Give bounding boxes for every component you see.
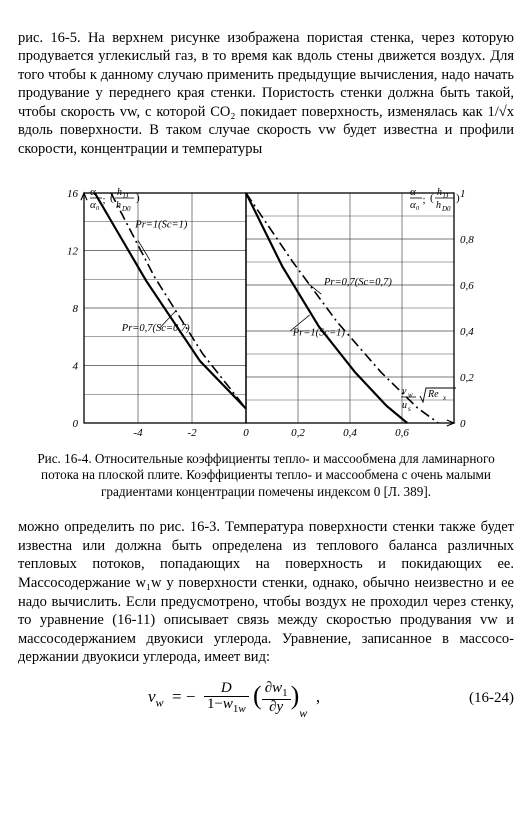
- svg-text:α₀: α₀: [410, 199, 420, 211]
- svg-text:1: 1: [460, 188, 466, 200]
- svg-text:0: 0: [460, 418, 466, 430]
- svg-text:): ): [456, 192, 460, 204]
- svg-text:Re: Re: [427, 389, 439, 400]
- svg-text:0,4: 0,4: [460, 326, 474, 338]
- svg-text:h: h: [117, 187, 122, 198]
- svg-text:Pr=1(Sc=1): Pr=1(Sc=1): [292, 327, 346, 338]
- svg-text:D0: D0: [121, 205, 131, 213]
- equation-16-24: vw = − D 1−w1w ( ∂w1 ∂y )w , (16-24): [18, 681, 514, 715]
- svg-text:): ): [136, 192, 140, 204]
- svg-text:w: w: [408, 391, 413, 399]
- svg-text:16: 16: [67, 188, 79, 200]
- svg-text:0,6: 0,6: [460, 280, 474, 292]
- svg-text:v: v: [402, 386, 407, 397]
- svg-text:;: ;: [422, 194, 425, 206]
- svg-text:-4: -4: [133, 427, 143, 439]
- svg-text:α: α: [410, 186, 416, 198]
- para-1: рис. 16-5. На верхнем рисунке изображена…: [18, 29, 514, 159]
- svg-text:;: ;: [102, 194, 105, 206]
- svg-text:D: D: [442, 192, 448, 200]
- svg-text:0: 0: [73, 418, 79, 430]
- para-2: можно определить по рис. 16-3. Температу…: [18, 518, 514, 666]
- svg-text:h: h: [436, 200, 441, 211]
- equation-body: vw = − D 1−w1w ( ∂w1 ∂y )w ,: [18, 681, 450, 715]
- figure-caption: Рис. 16-4. Относительные коэффициенты те…: [18, 451, 514, 501]
- svg-text:u: u: [402, 400, 407, 411]
- svg-text:(: (: [430, 192, 434, 204]
- svg-text:Pr=0,7(Sc=0,7): Pr=0,7(Sc=0,7): [121, 323, 190, 334]
- svg-text:0: 0: [243, 427, 249, 439]
- svg-text:α: α: [90, 186, 96, 198]
- svg-text:-2: -2: [187, 427, 197, 439]
- svg-text:0,2: 0,2: [291, 427, 305, 439]
- svg-text:4: 4: [73, 360, 79, 372]
- svg-text:8: 8: [73, 303, 79, 315]
- svg-text:D0: D0: [441, 205, 451, 213]
- svg-text:0,2: 0,2: [460, 372, 474, 384]
- svg-text:x: x: [442, 394, 447, 402]
- svg-text:h: h: [116, 200, 121, 211]
- svg-text:Pr=1(Sc=1): Pr=1(Sc=1): [134, 219, 188, 230]
- svg-text:h: h: [437, 187, 442, 198]
- svg-text:0,6: 0,6: [395, 427, 409, 439]
- chart-svg: -4 -2 0 0 4 8 12 16 Pr=1(Sc=1) Pr=0,7(Sc=0,7) 0,2 0…: [46, 173, 486, 443]
- equation-number: (16-24): [450, 689, 514, 708]
- figure-16-4: -4 -2 0 0 4 8 12 16 Pr=1(Sc=1) Pr=0,7(Sc=0,7) 0,2 0…: [18, 173, 514, 443]
- svg-text:α₀: α₀: [90, 199, 100, 211]
- svg-text:Pr=0,7(Sc=0,7): Pr=0,7(Sc=0,7): [323, 277, 392, 288]
- svg-text:12: 12: [67, 245, 79, 257]
- svg-text:D: D: [122, 192, 128, 200]
- svg-text:s: s: [408, 405, 411, 413]
- svg-text:0,8: 0,8: [460, 234, 474, 246]
- svg-text:(: (: [110, 192, 114, 204]
- svg-text:0,4: 0,4: [343, 427, 357, 439]
